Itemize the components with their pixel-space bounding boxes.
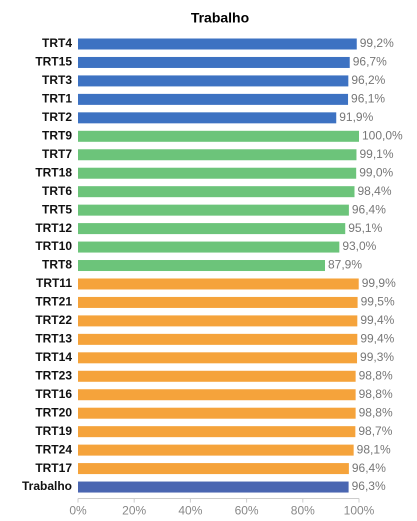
y-tick-label: TRT23: [35, 368, 72, 382]
value-label: 96,4%: [352, 202, 386, 216]
bar: [78, 56, 350, 68]
y-tick-label: TRT6: [42, 184, 72, 198]
bar: [78, 149, 357, 161]
bar: [78, 241, 340, 253]
y-tick-label: TRT18: [35, 165, 72, 179]
y-tick-label: TRT16: [35, 387, 72, 401]
y-tick-label: TRT19: [35, 424, 72, 438]
bar: [78, 167, 357, 179]
bar: [78, 481, 349, 493]
value-label: 98,1%: [357, 442, 391, 456]
x-tick-label: 20%: [122, 504, 146, 518]
y-tick-label: TRT3: [42, 73, 72, 87]
x-tick-label: 80%: [291, 504, 315, 518]
y-tick-label: TRT15: [35, 55, 72, 69]
bar: [78, 296, 358, 308]
value-label: 98,8%: [359, 368, 393, 382]
y-tick-label: TRT21: [35, 295, 72, 309]
bar: [78, 333, 358, 345]
value-label: 98,4%: [358, 184, 392, 198]
y-tick-label: TRT1: [42, 92, 72, 106]
y-tick-label: TRT17: [35, 461, 72, 475]
bar: [78, 260, 325, 272]
x-tick-label: 60%: [235, 504, 259, 518]
bar: [78, 75, 349, 87]
value-label: 93,0%: [342, 239, 376, 253]
bar: [78, 38, 357, 50]
y-tick-label: TRT12: [35, 221, 72, 235]
bar: [78, 444, 354, 456]
bar: [78, 352, 358, 364]
value-label: 87,9%: [328, 258, 362, 272]
value-label: 99,0%: [359, 165, 393, 179]
bar: [78, 204, 349, 216]
y-tick-label: TRT11: [36, 276, 72, 290]
value-label: 99,4%: [360, 332, 394, 346]
bar: [78, 463, 349, 475]
bar: [78, 223, 346, 235]
value-label: 96,3%: [352, 479, 386, 493]
bar: [78, 426, 356, 438]
value-label: 95,1%: [348, 221, 382, 235]
value-label: 91,9%: [339, 110, 373, 124]
value-label: 96,7%: [353, 55, 387, 69]
y-tick-label: TRT2: [42, 110, 72, 124]
y-tick-label: TRT7: [42, 147, 72, 161]
value-label: 98,8%: [359, 405, 393, 419]
y-tick-label: TRT24: [35, 442, 72, 456]
value-label: 98,7%: [358, 424, 392, 438]
value-label: 99,2%: [360, 36, 394, 50]
y-tick-label: TRT14: [35, 350, 72, 364]
bar: [78, 389, 356, 401]
bar: [78, 186, 355, 198]
bar: [78, 93, 349, 105]
bar: [78, 407, 356, 419]
chart-title: Trabalho: [191, 10, 249, 26]
value-label: 96,1%: [351, 92, 385, 106]
y-tick-label: TRT4: [42, 36, 72, 50]
value-label: 99,5%: [361, 295, 395, 309]
x-tick-label: 100%: [344, 504, 375, 518]
value-label: 98,8%: [359, 387, 393, 401]
value-label: 99,4%: [360, 313, 394, 327]
y-tick-label: TRT20: [35, 405, 72, 419]
bar: [78, 278, 359, 290]
bar: [78, 130, 359, 142]
value-label: 100,0%: [362, 128, 403, 142]
y-tick-label: TRT13: [35, 332, 72, 346]
x-tick-label: 0%: [69, 504, 87, 518]
y-tick-label: TRT5: [42, 202, 72, 216]
value-label: 99,1%: [359, 147, 393, 161]
bar: [78, 315, 358, 327]
value-label: 99,9%: [362, 276, 396, 290]
bar: [78, 370, 356, 382]
bar: [78, 112, 337, 124]
y-tick-label: Trabalho: [22, 479, 72, 493]
value-label: 99,3%: [360, 350, 394, 364]
y-tick-label: TRT10: [35, 239, 72, 253]
y-tick-label: TRT9: [42, 128, 72, 142]
y-tick-label: TRT22: [35, 313, 72, 327]
value-label: 96,4%: [352, 461, 386, 475]
y-tick-label: TRT8: [42, 258, 72, 272]
x-tick-label: 40%: [178, 504, 202, 518]
value-label: 96,2%: [351, 73, 385, 87]
